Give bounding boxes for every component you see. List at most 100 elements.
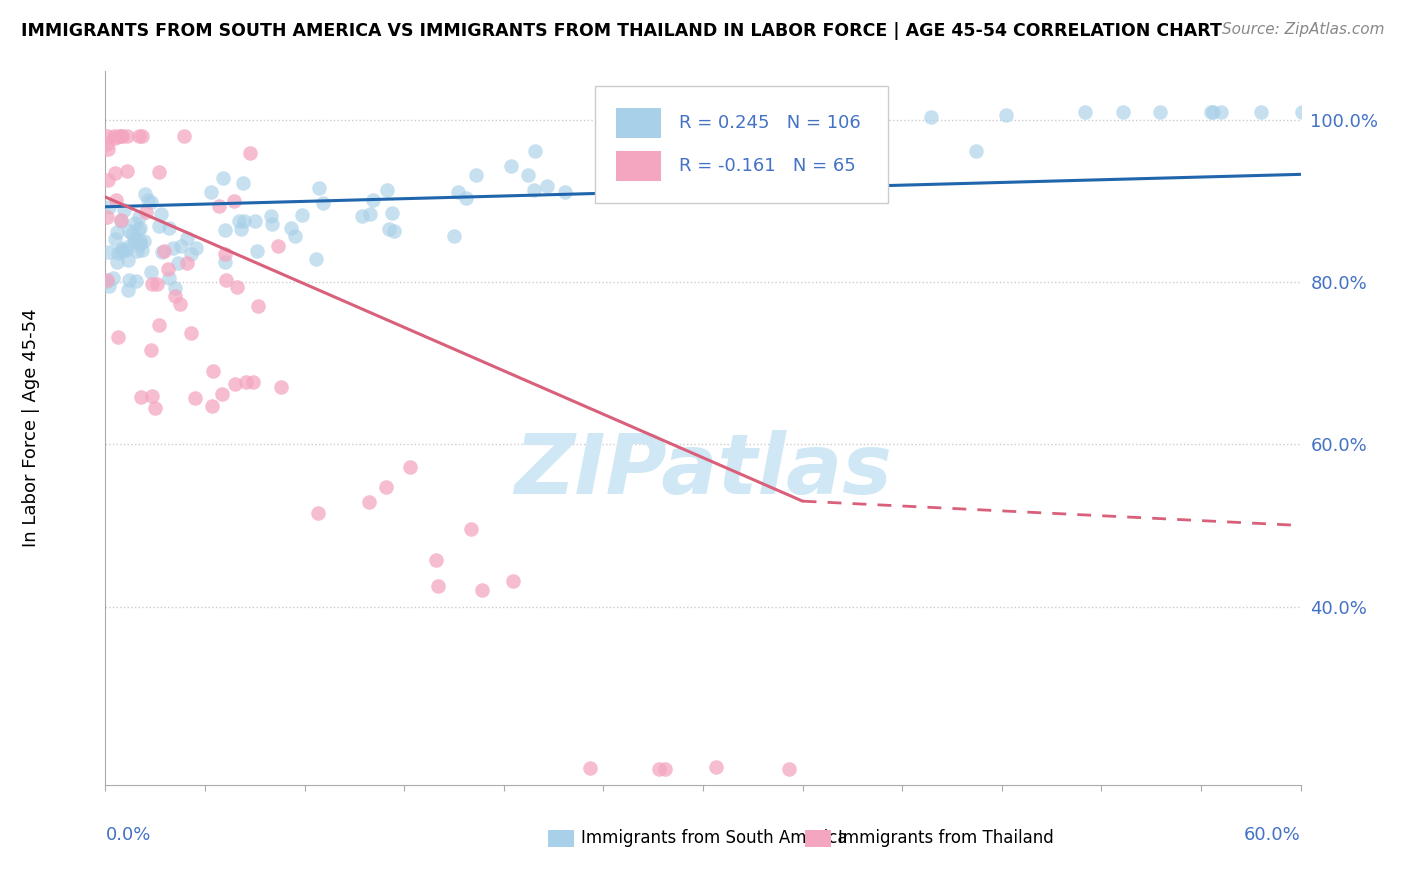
Point (260, 209, 283, 223)
Point (157, 271, 180, 285)
Point (125, 244, 148, 259)
Point (378, 221, 401, 235)
Point (280, 220, 302, 235)
Point (471, 582, 494, 597)
Point (357, 494, 380, 508)
Point (690, 156, 713, 170)
Point (215, 273, 238, 287)
Point (141, 195, 163, 210)
Point (97, 173, 120, 187)
Point (150, 245, 173, 260)
Point (307, 506, 329, 520)
Point (868, 141, 890, 155)
Point (105, 254, 128, 268)
Point (713, 114, 735, 128)
Point (208, 199, 231, 213)
Point (129, 236, 152, 251)
Point (96, 129, 118, 144)
Point (717, 148, 740, 162)
Point (121, 227, 143, 241)
Point (110, 213, 132, 227)
Point (965, 145, 987, 159)
Point (141, 389, 163, 403)
Point (202, 364, 225, 378)
Point (239, 145, 262, 160)
Point (233, 213, 256, 227)
Point (148, 165, 170, 179)
Point (118, 224, 141, 238)
Point (148, 318, 170, 333)
Point (107, 225, 129, 239)
Point (170, 239, 193, 253)
Point (169, 296, 191, 310)
Text: IMMIGRANTS FROM SOUTH AMERICA VS IMMIGRANTS FROM THAILAND IN LABOR FORCE | AGE 4: IMMIGRANTS FROM SOUTH AMERICA VS IMMIGRA… (21, 22, 1222, 40)
Point (184, 241, 207, 255)
Point (107, 246, 129, 260)
Text: In Labor Force | Age 45-54: In Labor Force | Age 45-54 (21, 309, 39, 548)
Point (995, 108, 1018, 122)
Point (224, 377, 246, 392)
Point (112, 203, 135, 218)
Point (105, 193, 128, 207)
Point (115, 240, 138, 254)
Point (460, 522, 482, 536)
Text: Immigrants from South America: Immigrants from South America (581, 830, 848, 847)
Point (176, 256, 198, 270)
FancyBboxPatch shape (616, 152, 661, 181)
FancyBboxPatch shape (547, 830, 574, 847)
Point (260, 217, 283, 231)
Point (115, 164, 138, 178)
Point (443, 228, 465, 243)
Point (425, 553, 447, 567)
Point (117, 253, 139, 268)
Point (132, 234, 155, 248)
Point (1149, 104, 1171, 119)
Point (291, 208, 314, 222)
Point (96, 137, 118, 152)
Point (456, 191, 478, 205)
Point (200, 185, 222, 199)
Point (1202, 104, 1225, 119)
Point (176, 231, 198, 245)
Point (1112, 104, 1135, 119)
Point (115, 129, 138, 144)
Point (579, 761, 602, 775)
Point (359, 207, 381, 221)
Point (630, 145, 652, 160)
Point (110, 244, 132, 259)
Point (117, 283, 139, 297)
Point (110, 214, 132, 228)
Point (101, 271, 124, 285)
Point (270, 380, 292, 394)
Point (1299, 109, 1322, 123)
Point (163, 281, 186, 295)
Point (143, 401, 166, 416)
Point (149, 207, 172, 221)
Point (350, 209, 373, 223)
Point (129, 235, 152, 249)
Point (96, 211, 118, 225)
Point (125, 274, 148, 288)
Point (141, 277, 163, 292)
Point (129, 220, 152, 235)
Point (361, 193, 384, 207)
Point (165, 289, 187, 303)
Point (107, 330, 129, 344)
Point (308, 181, 330, 195)
Point (103, 129, 125, 144)
Point (111, 243, 134, 257)
Point (246, 244, 269, 258)
Point (284, 229, 307, 244)
Point (516, 168, 538, 182)
Point (104, 232, 127, 246)
Point (778, 762, 800, 776)
Text: Immigrants from Thailand: Immigrants from Thailand (838, 830, 1053, 847)
Point (129, 390, 152, 404)
Point (1209, 104, 1232, 119)
Point (98, 201, 121, 215)
Text: ZIPatlas: ZIPatlas (515, 431, 891, 511)
Point (122, 235, 145, 249)
Point (1074, 104, 1097, 119)
Point (247, 300, 270, 314)
Point (214, 254, 236, 268)
